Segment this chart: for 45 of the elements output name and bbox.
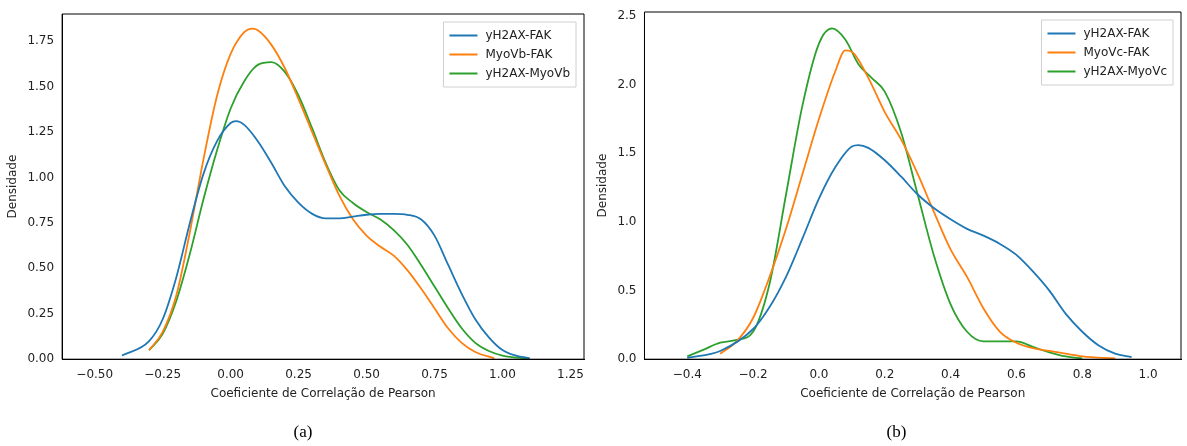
y-tick-label: 0.25 (27, 305, 55, 320)
x-tick-label: 0.4 (941, 366, 961, 381)
y-tick-label: 1.75 (27, 33, 55, 48)
y-tick-label: 0.5 (617, 282, 637, 297)
legend-label: yH2AX-FAK (485, 27, 553, 42)
x-tick-label: −0.25 (144, 366, 182, 381)
legend-label: MyoVb-FAK (485, 46, 554, 61)
text: (a) (293, 422, 313, 442)
x-tick-label: 0.2 (875, 366, 895, 381)
x-tick-label: 1.00 (489, 366, 516, 381)
y-tick-label: 0.75 (27, 215, 55, 230)
x-tick-label: 0.25 (285, 366, 312, 381)
x-tick-label: 0.0 (809, 366, 829, 381)
x-tick-label: 1.25 (557, 366, 584, 381)
x-tick-label: −0.2 (738, 366, 768, 381)
y-tick-label: 1.50 (27, 78, 55, 93)
y-tick-label: 2.5 (617, 8, 637, 23)
y-tick-label: 1.5 (617, 145, 637, 160)
y-tick-label: 0.00 (27, 351, 55, 366)
y-axis-title: Densidade (595, 153, 610, 218)
legend-label: yH2AX-FAK (1083, 25, 1151, 40)
legend-label: MyoVc-FAK (1083, 44, 1151, 59)
x-tick-label: 0.50 (353, 366, 380, 381)
line-series (686, 144, 1133, 359)
y-tick-label: 1.0 (617, 214, 637, 229)
y-tick-label: 0.0 (617, 351, 637, 366)
y-tick-label: 1.25 (27, 124, 55, 139)
y-tick-label: 2.0 (617, 76, 637, 91)
legend-label: yH2AX-MyoVb (485, 65, 570, 80)
x-tick-label: 0.8 (1072, 366, 1092, 381)
y-tick-label: 0.50 (27, 260, 55, 275)
x-tick-label: −0.50 (76, 366, 114, 381)
line-series (121, 120, 531, 360)
line-series (686, 27, 1084, 360)
x-tick-label: 1.0 (1138, 366, 1158, 381)
x-tick-label: 0.75 (421, 366, 448, 381)
legend-label: yH2AX-MyoVc (1083, 63, 1168, 78)
text: (b) (886, 422, 907, 442)
x-tick-label: −0.4 (672, 366, 702, 381)
x-axis-title: Coeficiente de Correlação de Pearson (800, 385, 1026, 400)
y-axis-title: Densidade (5, 154, 20, 219)
x-tick-label: 0.00 (217, 366, 244, 381)
x-tick-label: 0.6 (1006, 366, 1026, 381)
y-tick-label: 1.00 (27, 169, 55, 184)
x-axis-title: Coeficiente de Correlação de Pearson (210, 385, 436, 400)
